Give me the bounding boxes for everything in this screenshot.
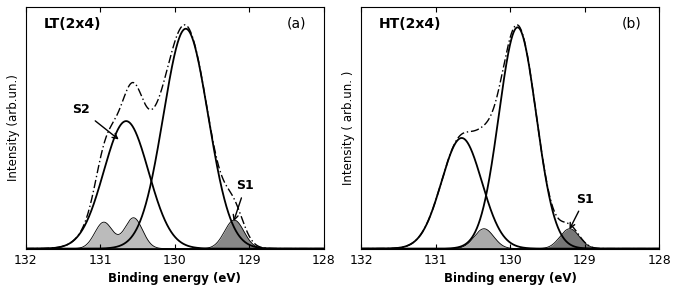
Y-axis label: Intensity (arb.un.): Intensity (arb.un.) bbox=[7, 74, 20, 181]
Text: S1: S1 bbox=[570, 193, 593, 228]
Text: S1: S1 bbox=[233, 180, 254, 220]
Text: S2: S2 bbox=[73, 103, 117, 138]
Text: (b): (b) bbox=[622, 17, 641, 31]
Text: LT(2x4): LT(2x4) bbox=[43, 17, 101, 31]
Text: HT(2x4): HT(2x4) bbox=[379, 17, 441, 31]
Y-axis label: Intensity ( arb.un. ): Intensity ( arb.un. ) bbox=[342, 71, 355, 185]
X-axis label: Binding energy (eV): Binding energy (eV) bbox=[443, 272, 576, 285]
Text: (a): (a) bbox=[286, 17, 306, 31]
X-axis label: Binding energy (eV): Binding energy (eV) bbox=[108, 272, 241, 285]
